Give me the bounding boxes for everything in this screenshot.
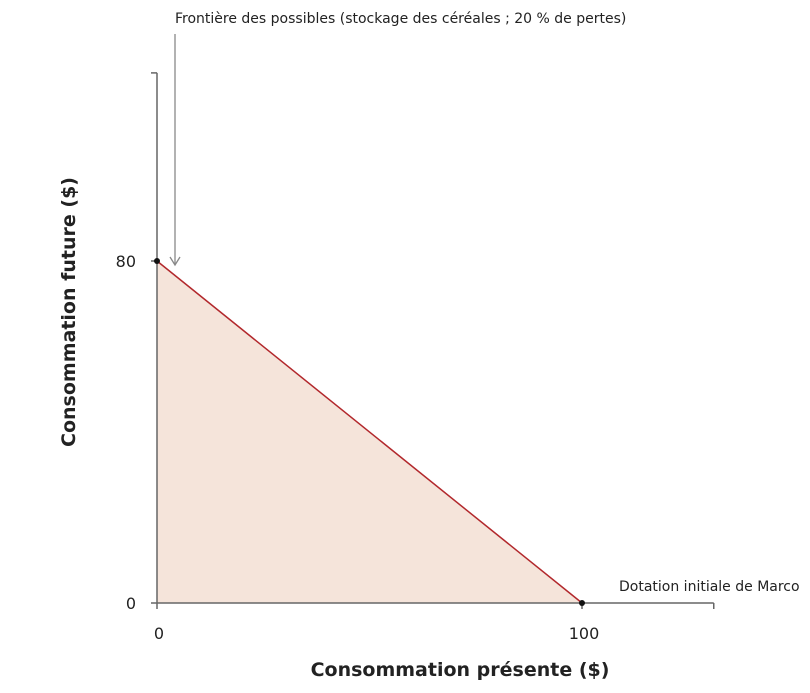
y-tick-label: 80 bbox=[116, 252, 136, 271]
x-axis-title: Consommation présente ($) bbox=[311, 659, 610, 681]
data-point bbox=[579, 600, 585, 606]
frontier-annotation: Frontière des possibles (stockage des cé… bbox=[175, 11, 626, 27]
y-axis-title: Consommation future ($) bbox=[58, 177, 80, 447]
frontier-line bbox=[156, 260, 583, 604]
y-tick-label: 0 bbox=[126, 594, 136, 613]
x-tick-label: 0 bbox=[154, 624, 164, 643]
annotation-arrow-head-icon bbox=[169, 256, 181, 267]
endowment-annotation: Dotation initiale de Marco bbox=[619, 579, 800, 595]
data-point bbox=[154, 258, 160, 264]
x-tick-label: 100 bbox=[569, 624, 600, 643]
